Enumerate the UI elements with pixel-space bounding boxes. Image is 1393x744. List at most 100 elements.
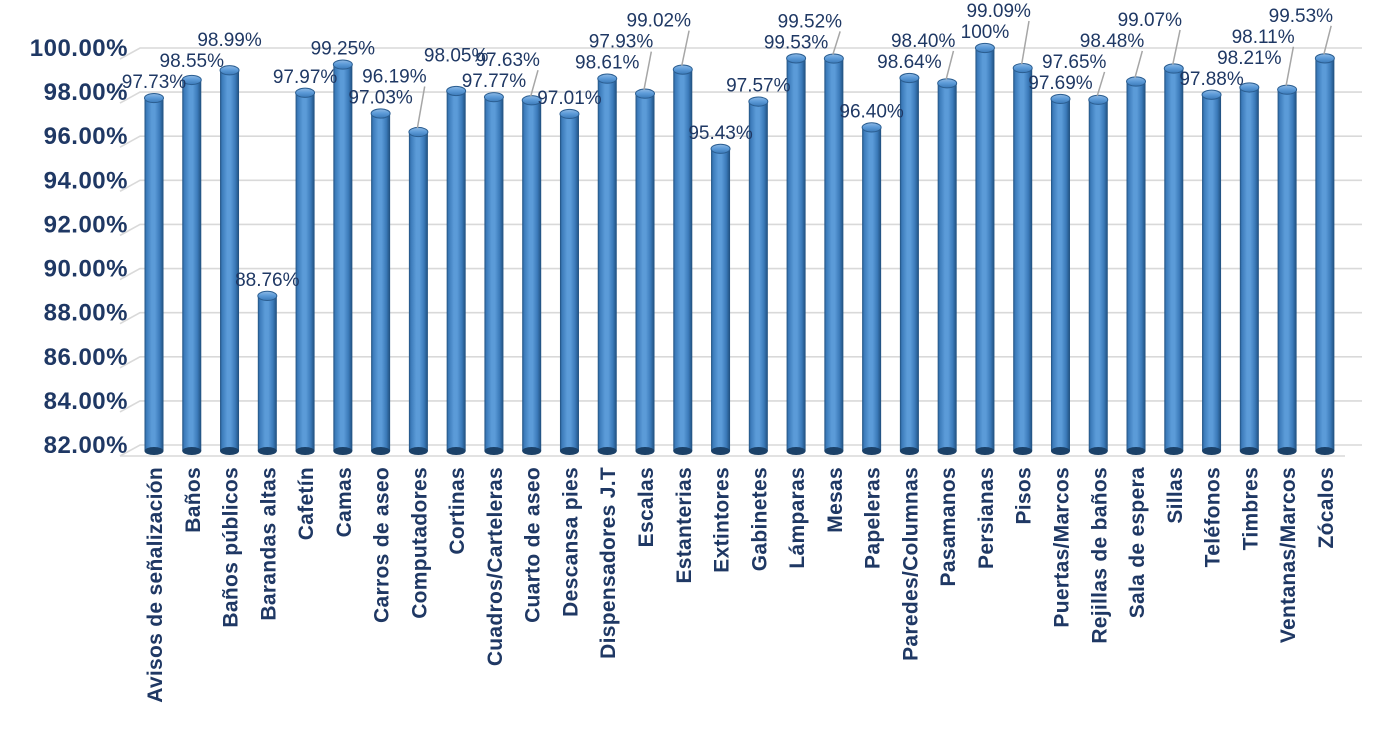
category-label: Pisos xyxy=(1013,467,1036,525)
data-label: 97.77% xyxy=(462,71,527,92)
data-label: 97.69% xyxy=(1028,73,1093,94)
bar-cap xyxy=(1050,93,1071,105)
bar-base xyxy=(748,447,768,455)
bar xyxy=(1315,58,1335,451)
bar xyxy=(1013,68,1033,451)
bar-base xyxy=(220,447,240,455)
leader-line xyxy=(643,51,653,90)
category-label: Pasamanos xyxy=(937,467,960,586)
data-label: 98.40% xyxy=(891,31,956,52)
bar-base xyxy=(1164,447,1184,455)
bar-cap xyxy=(370,108,391,119)
leader-line xyxy=(1134,50,1144,78)
bar-base xyxy=(786,447,806,455)
bar xyxy=(408,132,428,451)
data-label: 98.21% xyxy=(1217,48,1282,69)
bar xyxy=(1088,99,1108,451)
bar-cap xyxy=(672,64,693,75)
bar-cap xyxy=(483,92,504,103)
data-label: 98.55% xyxy=(160,51,225,72)
bar xyxy=(673,69,693,451)
gridline xyxy=(119,47,1362,60)
category-label: Carros de aseo xyxy=(371,467,394,623)
bar-base xyxy=(1013,447,1033,455)
bar-cap xyxy=(823,53,844,64)
data-label: 99.53% xyxy=(1269,6,1334,27)
bar xyxy=(748,101,768,451)
category-label: Camas xyxy=(333,467,356,537)
leader-line xyxy=(1285,46,1295,86)
bar-base xyxy=(937,447,957,455)
data-label: 99.09% xyxy=(966,1,1031,22)
category-label: Sala de espera xyxy=(1126,467,1149,618)
category-label: Ventanas/Marcos xyxy=(1277,467,1300,643)
bar-cap xyxy=(1201,89,1222,100)
bar xyxy=(446,91,466,451)
bar-cap xyxy=(219,65,240,76)
bar xyxy=(635,93,655,451)
bar xyxy=(1239,87,1259,452)
bar xyxy=(824,58,844,451)
bar-base xyxy=(824,447,844,455)
data-label: 99.25% xyxy=(311,39,376,60)
category-label: Baños xyxy=(182,467,205,533)
bar xyxy=(182,79,202,451)
bar xyxy=(333,64,353,452)
data-label: 97.65% xyxy=(1042,52,1107,73)
category-label: Mesas xyxy=(824,467,847,533)
y-axis-tick-label: 98.00% xyxy=(44,79,128,106)
category-label: Timbres xyxy=(1239,467,1262,550)
bar-cap xyxy=(408,126,429,138)
bar-cap xyxy=(786,53,807,64)
bar-cap xyxy=(144,92,164,104)
leader-line xyxy=(1096,71,1106,97)
category-label: Cortinas xyxy=(446,467,469,555)
bar xyxy=(144,98,164,452)
category-label: Cafetín xyxy=(295,467,318,540)
data-label: 97.88% xyxy=(1179,69,1244,90)
bar-cap xyxy=(257,290,278,302)
bar xyxy=(484,97,504,451)
bar-base xyxy=(597,447,617,455)
category-label: Computadores xyxy=(408,467,431,619)
data-label: 88.76% xyxy=(235,270,300,291)
bar xyxy=(371,113,391,451)
bar-base xyxy=(711,447,731,455)
data-label: 98.61% xyxy=(575,53,640,74)
bar-cap xyxy=(1012,62,1033,74)
bar-base xyxy=(1050,447,1070,455)
bar-base xyxy=(371,447,391,455)
bar-cap xyxy=(899,72,920,84)
bar-base xyxy=(484,447,504,455)
data-label: 97.93% xyxy=(589,32,654,53)
category-label: Puertas/Marcos xyxy=(1050,467,1073,628)
bar-cap xyxy=(1126,76,1147,87)
data-label: 100% xyxy=(961,22,1010,43)
category-label: Persianas xyxy=(975,467,998,569)
data-label: 95.43% xyxy=(688,123,753,144)
data-label: 98.05% xyxy=(424,46,489,67)
bar xyxy=(597,78,617,451)
y-axis-tick-label: 90.00% xyxy=(44,256,128,283)
bar xyxy=(1126,81,1146,451)
bar xyxy=(975,48,995,451)
bar xyxy=(899,77,919,452)
data-label: 96.40% xyxy=(839,101,904,122)
y-axis-tick-label: 84.00% xyxy=(44,388,128,415)
data-label: 99.53% xyxy=(764,32,829,53)
bar-cap xyxy=(1088,94,1109,105)
data-label: 97.57% xyxy=(726,76,791,97)
bar-cap xyxy=(332,59,353,70)
bar xyxy=(862,127,882,452)
category-label: Sillas xyxy=(1164,467,1187,524)
bar xyxy=(295,92,315,452)
bar-base xyxy=(182,447,202,455)
leader-line xyxy=(1020,20,1030,65)
category-label: Papeleras xyxy=(862,467,885,569)
bar-base xyxy=(1315,447,1335,455)
bar-cap xyxy=(937,78,958,89)
category-label: Lámparas xyxy=(786,467,809,569)
leader-line xyxy=(945,50,955,80)
